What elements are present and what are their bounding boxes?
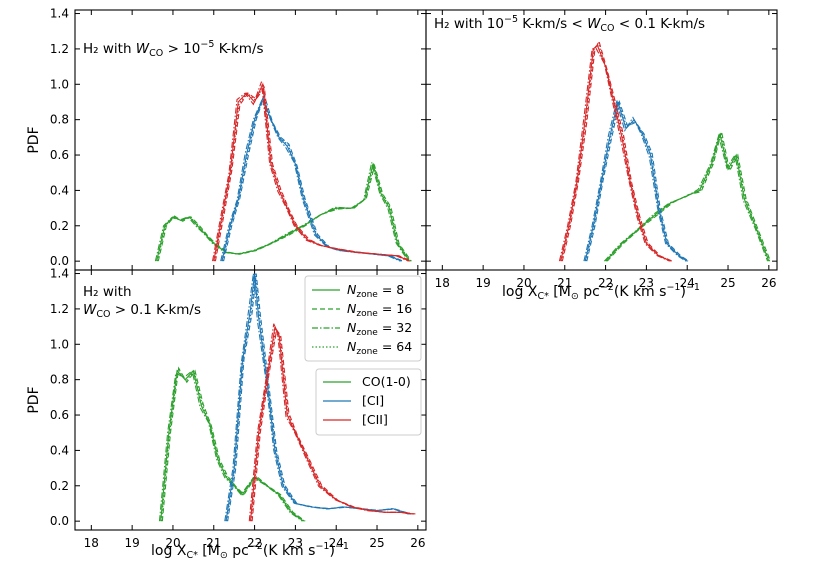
x-tick-label: 26 <box>761 276 776 290</box>
x-tick-label: 24 <box>329 536 344 550</box>
series-CO-nzone-32 <box>158 369 303 522</box>
x-tick-label: 21 <box>557 276 572 290</box>
y-tick-label: 0.2 <box>50 479 69 493</box>
x-tick-label: 20 <box>165 536 180 550</box>
series-CII-nzone-16 <box>561 40 673 262</box>
x-tick-label: 21 <box>206 536 221 550</box>
series-CII-nzone-64 <box>560 42 672 262</box>
series-CO-nzone-16 <box>157 163 412 262</box>
x-tick-label: 18 <box>84 536 99 550</box>
y-tick-label: 0.2 <box>50 219 69 233</box>
series-CO-nzone-16 <box>161 366 306 522</box>
x-tick-label: 19 <box>124 536 139 550</box>
x-axis-label: log XC* [M⊙ pc−2(K km s−1)−1 <box>502 282 700 302</box>
series-CII-nzone-16 <box>214 85 412 262</box>
legend-tracer-label-CO: CO(1-0) <box>362 374 411 389</box>
series-CII-nzone-64 <box>250 326 415 522</box>
x-tick-label: 23 <box>639 276 654 290</box>
panel-title-line: H₂ with WCO > 10−5 K-km/s <box>83 39 264 59</box>
series-CO-nzone-32 <box>154 162 409 262</box>
series-CO-nzone-64 <box>160 367 305 522</box>
panel-top-left: 0.0 0.2 0.4 0.6 0.8 1.0 1.2 1.4 H₂ with WCO > 10… <box>50 7 427 271</box>
panel-title-line: WCO > 0.1 K-km/s <box>83 302 201 320</box>
y-tick-label: 1.0 <box>50 77 69 91</box>
y-tick-label: 1.2 <box>50 42 69 56</box>
y-tick-label: 0.8 <box>50 373 69 387</box>
y-tick-label: 0.4 <box>50 183 69 197</box>
series-CO-nzone-16 <box>606 131 771 262</box>
y-tick-label: 0.8 <box>50 113 69 127</box>
legend-tracers-box <box>315 368 422 436</box>
series-CO-nzone-8 <box>605 133 770 262</box>
legend-nzone-label-64: Nzone = 64 <box>347 339 412 357</box>
series-CII-nzone-32 <box>558 48 670 262</box>
x-tick-label: 22 <box>247 536 262 550</box>
y-tick-label: 1.4 <box>50 267 69 281</box>
legend-nzone-box <box>304 275 422 362</box>
x-tick-label: 25 <box>720 276 735 290</box>
y-axis-label: PDF <box>26 386 42 413</box>
x-tick-label: 26 <box>410 536 425 550</box>
y-tick-label: 0.0 <box>50 514 69 528</box>
panel-bottom-left: 18 19 20 21 22 23 24 25 26 0.0 0.2 0.4 0.6 0.8 1.0 1.2 1… <box>50 267 427 550</box>
series-CO-nzone-32 <box>603 133 769 262</box>
y-tick-label: 1.2 <box>50 302 69 316</box>
y-tick-label: 0.6 <box>50 408 69 422</box>
legend-tracer-label-CII: [CII] <box>362 412 388 427</box>
y-tick-label: 0.0 <box>50 254 69 268</box>
x-tick-label: 24 <box>680 276 695 290</box>
series-CI-nzone-8 <box>221 96 402 262</box>
x-tick-label: 22 <box>598 276 613 290</box>
panel-frame <box>425 9 778 271</box>
legend-tracers: CO(1-0) [CI] [CII] <box>315 368 422 436</box>
series-CI-nzone-32 <box>583 99 687 262</box>
series-CII-nzone-64 <box>214 84 411 262</box>
panel-frame <box>74 269 427 531</box>
panel-title-line: H₂ with <box>83 284 132 300</box>
panel-top-right: 18 19 20 21 22 23 24 25 26 H₂ with 10−5 K-km/s < … <box>425 9 778 290</box>
y-tick-label: 1.4 <box>50 7 69 21</box>
y-tick-label: 0.4 <box>50 443 69 457</box>
x-tick-label: 23 <box>288 536 303 550</box>
legend-nzone-label-8: Nzone = 8 <box>347 282 404 300</box>
x-axis-label: log XC* [M⊙ pc−2(K km s−1)−1 <box>151 541 349 561</box>
x-tick-label: 18 <box>435 276 450 290</box>
series-CI-nzone-32 <box>220 99 401 262</box>
series-CI-nzone-16 <box>586 99 690 262</box>
panel-title-line: H₂ with 10−5 K-km/s < WCO < 0.1 K-km/s <box>434 14 705 34</box>
series-CII-nzone-8 <box>560 44 672 262</box>
y-tick-label: 1.0 <box>50 337 69 351</box>
x-tick-label: 20 <box>516 276 531 290</box>
y-tick-label: 0.6 <box>50 148 69 162</box>
series-CO-nzone-64 <box>156 162 411 262</box>
y-axis-label: PDF <box>26 126 42 153</box>
x-tick-label: 25 <box>369 536 384 550</box>
legend-nzone-label-32: Nzone = 32 <box>347 320 412 338</box>
x-tick-label: 19 <box>475 276 490 290</box>
series-CII-nzone-32 <box>212 81 409 262</box>
series-CI-nzone-64 <box>222 95 403 262</box>
legend-tracer-label-CI: [CI] <box>362 393 384 408</box>
series-CO-nzone-64 <box>605 132 771 262</box>
series-CO-nzone-8 <box>160 369 304 522</box>
legend-nzone-label-16: Nzone = 16 <box>347 301 412 319</box>
